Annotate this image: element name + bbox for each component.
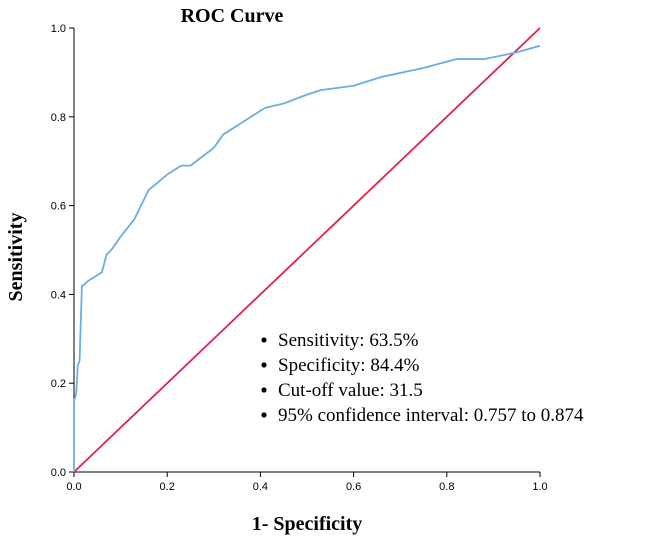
y-tick-label: 0.0 [51, 467, 66, 479]
x-tick-label: 0.2 [160, 481, 175, 493]
x-tick-label: 0.0 [66, 481, 81, 493]
y-tick-label: 1.0 [51, 23, 66, 35]
chart-title: ROC Curve [181, 5, 284, 27]
stat-item: Cut-off value: 31.5 [278, 380, 423, 401]
bullet-dot [261, 387, 267, 393]
bullet-dot [261, 362, 267, 368]
roc-curve-line [73, 44, 541, 472]
statistics-annotations: Sensitivity: 63.5% Specificity: 84.4% Cut-… [261, 330, 584, 426]
y-tick-label: 0.4 [51, 289, 66, 301]
y-tick-label: 0.6 [51, 201, 66, 213]
stat-item: 95% confidence interval: 0.757 to 0.874 [278, 405, 584, 426]
stat-item: Sensitivity: 63.5% [278, 330, 419, 351]
y-tick-label: 0.8 [51, 112, 66, 124]
bullet-dot [261, 412, 267, 418]
x-tick-label: 0.8 [439, 481, 454, 493]
reference-diagonal-line [73, 27, 541, 473]
bullet-dot [261, 337, 267, 343]
plot-area: 0.0 0.2 0.4 0.6 0.8 1.0 0.0 0.2 0.4 0.6 0.8 1.0 [51, 23, 548, 493]
y-axis-title: Sensitivity [5, 213, 27, 302]
x-tick-label: 0.4 [253, 481, 268, 493]
x-axis-title: 1- Specificity [252, 513, 363, 535]
stat-item: Specificity: 84.4% [278, 355, 420, 376]
x-tick-label: 1.0 [532, 481, 547, 493]
x-tick-label: 0.6 [346, 481, 361, 493]
y-tick-label: 0.2 [51, 378, 66, 390]
